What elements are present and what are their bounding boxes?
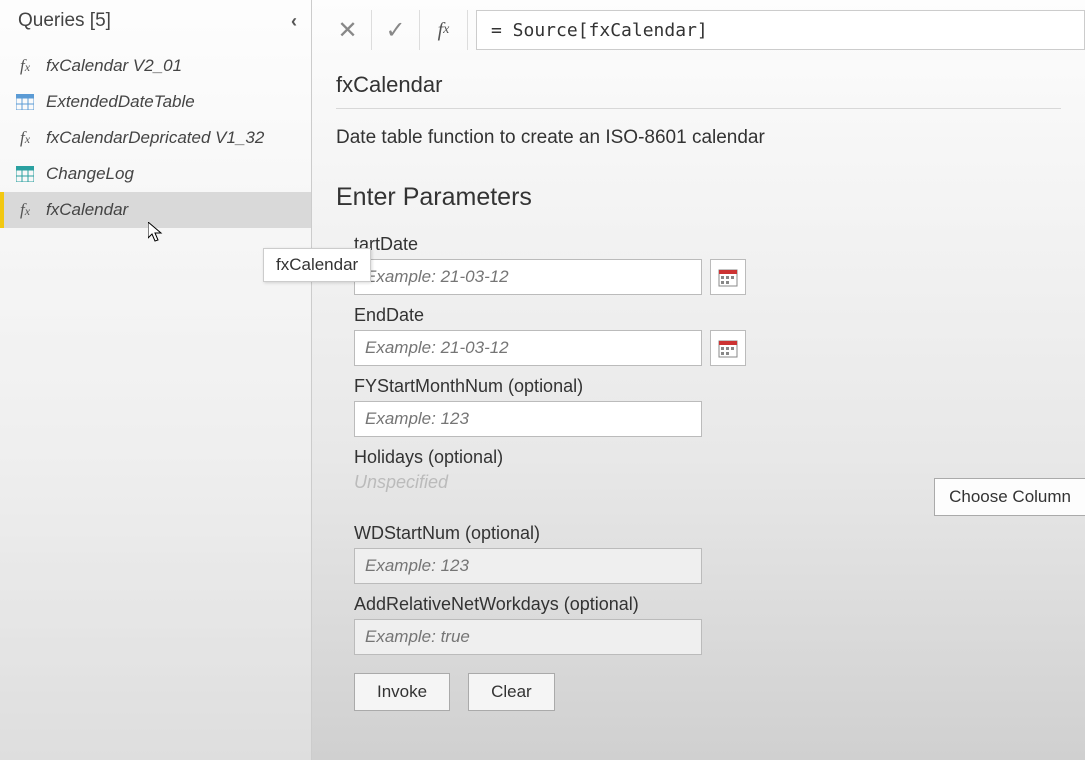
- param-addrelativenetworkdays: AddRelativeNetWorkdays (optional): [354, 594, 1061, 655]
- query-tooltip: fxCalendar: [263, 248, 371, 282]
- query-list: fx fxCalendar V2_01 ExtendedDateTable fx…: [0, 48, 311, 228]
- choose-column-button[interactable]: Choose Column: [934, 478, 1085, 516]
- fystartmonthnum-input[interactable]: [354, 401, 702, 437]
- table-icon: [14, 93, 36, 111]
- param-label: Holidays (optional): [354, 447, 1061, 468]
- commit-formula-icon[interactable]: ✓: [372, 10, 420, 50]
- sidebar-title: Queries [5]: [18, 10, 111, 32]
- param-startdate: tartDate: [354, 234, 1061, 295]
- clear-button[interactable]: Clear: [468, 673, 555, 711]
- param-label: EndDate: [354, 305, 1061, 326]
- formula-bar: ✕ ✓ fx = Source[fxCalendar]: [312, 0, 1085, 60]
- function-name: fxCalendar: [336, 72, 1061, 98]
- sidebar-header: Queries [5] ‹: [0, 0, 311, 42]
- parameters-title: Enter Parameters: [336, 183, 1061, 212]
- fx-icon: fx: [14, 129, 36, 147]
- fx-icon[interactable]: fx: [420, 10, 468, 50]
- query-item-label: ChangeLog: [46, 164, 134, 184]
- param-label: WDStartNum (optional): [354, 523, 1061, 544]
- addrelativenetworkdays-input[interactable]: [354, 619, 702, 655]
- startdate-input[interactable]: [354, 259, 702, 295]
- queries-sidebar: Queries [5] ‹ fx fxCalendar V2_01 Extend…: [0, 0, 312, 760]
- invoke-button[interactable]: Invoke: [354, 673, 450, 711]
- calendar-icon: [718, 338, 738, 358]
- collapse-chevron-icon[interactable]: ‹: [291, 11, 297, 32]
- query-item-extendeddatetable[interactable]: ExtendedDateTable: [0, 84, 311, 120]
- function-content: fxCalendar Date table function to create…: [312, 60, 1085, 723]
- param-label: FYStartMonthNum (optional): [354, 376, 1061, 397]
- query-item-fxcalendar[interactable]: fx fxCalendar: [0, 192, 311, 228]
- query-item-fxcalendar-depricated[interactable]: fx fxCalendarDepricated V1_32: [0, 120, 311, 156]
- param-holidays: Holidays (optional): [354, 447, 1061, 468]
- calendar-icon: [718, 267, 738, 287]
- table-icon: [14, 165, 36, 183]
- date-picker-button[interactable]: [710, 259, 746, 295]
- wdstartnum-input[interactable]: [354, 548, 702, 584]
- formula-input[interactable]: = Source[fxCalendar]: [476, 10, 1085, 50]
- fx-icon: fx: [14, 201, 36, 219]
- function-description: Date table function to create an ISO-860…: [336, 127, 1061, 149]
- param-fystartmonthnum: FYStartMonthNum (optional): [354, 376, 1061, 437]
- param-wdstartnum: WDStartNum (optional): [354, 523, 1061, 584]
- param-label: tartDate: [354, 234, 1061, 255]
- query-item-label: fxCalendar V2_01: [46, 56, 182, 76]
- date-picker-button[interactable]: [710, 330, 746, 366]
- action-buttons: Invoke Clear: [354, 673, 1061, 711]
- cancel-formula-icon[interactable]: ✕: [324, 10, 372, 50]
- query-item-fxcalendar-v2[interactable]: fx fxCalendar V2_01: [0, 48, 311, 84]
- query-item-label: fxCalendarDepricated V1_32: [46, 128, 264, 148]
- query-item-label: fxCalendar: [46, 200, 128, 220]
- enddate-input[interactable]: [354, 330, 702, 366]
- param-enddate: EndDate: [354, 305, 1061, 366]
- divider: [336, 108, 1061, 109]
- query-item-changelog[interactable]: ChangeLog: [0, 156, 311, 192]
- main-panel: ✕ ✓ fx = Source[fxCalendar] fxCalendar D…: [312, 0, 1085, 760]
- query-item-label: ExtendedDateTable: [46, 92, 195, 112]
- fx-icon: fx: [14, 57, 36, 75]
- param-label: AddRelativeNetWorkdays (optional): [354, 594, 1061, 615]
